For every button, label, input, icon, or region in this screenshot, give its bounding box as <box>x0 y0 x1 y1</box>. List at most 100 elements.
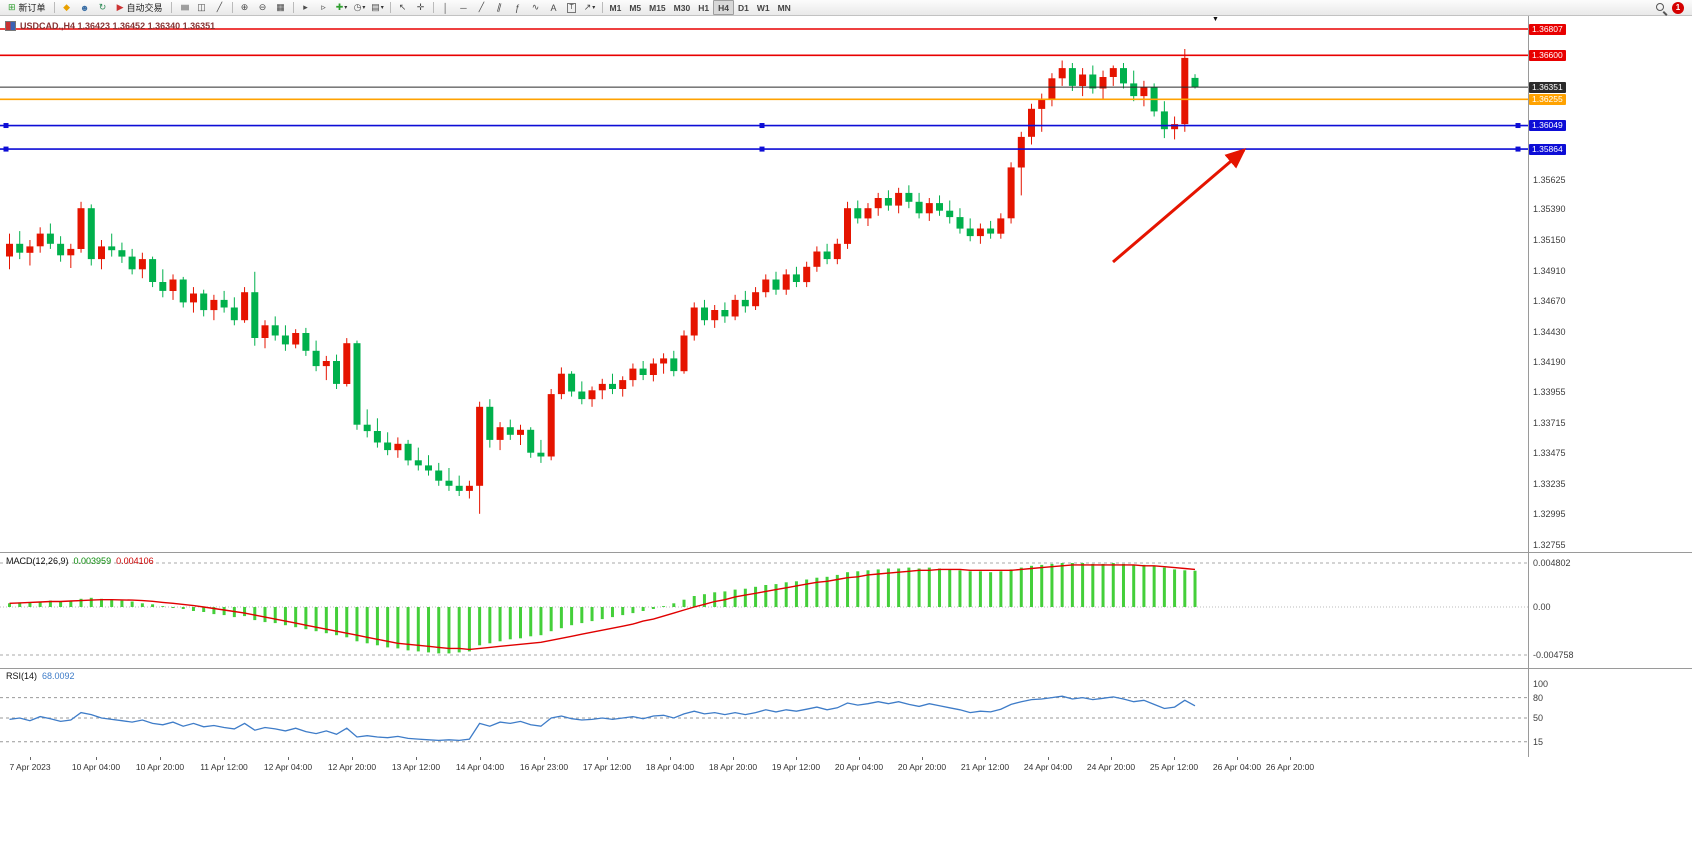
text-icon[interactable]: A <box>550 2 557 13</box>
auto-trading-button[interactable]: ▶ 自动交易 <box>112 1 168 15</box>
time-tick <box>1237 757 1238 760</box>
line-chart-icon[interactable]: ╱ <box>216 2 223 12</box>
price-axis-tick: 1.32755 <box>1533 540 1566 550</box>
bar-chart-icon[interactable]: ≣ <box>178 3 189 12</box>
new-order-button[interactable]: ⊞ 新订单 <box>3 1 51 15</box>
market-watch-icon[interactable]: ☻ <box>79 2 90 13</box>
time-tick <box>670 757 671 760</box>
price-tag-1.36049: 1.36049 <box>1529 120 1566 132</box>
time-axis-label: 21 Apr 12:00 <box>960 762 1010 772</box>
timeframe-h1[interactable]: H1 <box>698 2 710 13</box>
panel-separator[interactable] <box>0 552 1692 553</box>
time-tick <box>352 757 353 760</box>
timeframe-d1[interactable]: D1 <box>737 2 749 13</box>
chart-title-text: USDCAD.,H4 1.36423 1.36452 1.36340 1.363… <box>20 21 216 31</box>
price-axis-tick: 1.33475 <box>1533 448 1566 459</box>
crosshair-icon[interactable]: ✛ <box>416 2 425 12</box>
trendline-icon[interactable]: ╱ <box>478 2 485 12</box>
time-axis-label: 10 Apr 20:00 <box>135 762 185 772</box>
toolbar-separator <box>432 2 434 13</box>
timeframe-mn[interactable]: MN <box>777 2 791 13</box>
time-tick <box>796 757 797 760</box>
line-handle[interactable] <box>3 123 9 129</box>
time-tick <box>1048 757 1049 760</box>
time-tick <box>96 757 97 760</box>
price-axis-tick: 1.35150 <box>1533 235 1566 245</box>
zoom-in-icon[interactable]: ⊕ <box>240 2 249 12</box>
timeframe-m1[interactable]: M1 <box>609 2 622 13</box>
rsi-axis-tick: 100 <box>1533 679 1549 689</box>
time-axis-label: 13 Apr 12:00 <box>391 762 441 772</box>
price-axis-tick: 1.34670 <box>1533 296 1566 307</box>
time-axis-label: 12 Apr 04:00 <box>263 762 313 772</box>
new-order-button-label: 新订单 <box>18 3 46 13</box>
candlestick-chart-icon[interactable]: ◫ <box>197 2 206 12</box>
chart-shift-marker[interactable]: ▼ <box>1212 16 1219 23</box>
time-tick <box>733 757 734 760</box>
line-handle[interactable] <box>1515 146 1521 152</box>
new-order-icon: ⊞ <box>8 2 16 12</box>
time-axis-label: 20 Apr 20:00 <box>897 762 947 772</box>
toolbar-separator <box>170 2 172 13</box>
line-handle[interactable] <box>1515 123 1521 129</box>
indicators-icon[interactable]: ✚ ▾ <box>335 2 348 12</box>
trend-arrow-annotation[interactable] <box>1112 148 1247 264</box>
line-handle[interactable] <box>759 123 765 129</box>
toolbar-separator <box>292 2 294 13</box>
price-tag-1.36351: 1.36351 <box>1529 81 1566 93</box>
search-icon[interactable] <box>1654 1 1667 14</box>
time-tick <box>224 757 225 760</box>
horizontal-line-icon[interactable]: ─ <box>460 2 467 13</box>
macd-axis[interactable]: 0.004802 0.00 -0.004758 <box>1528 552 1692 668</box>
auto-trading-icon: ▶ <box>116 2 124 12</box>
alerts-icon[interactable]: ◆ <box>63 2 71 12</box>
price-axis[interactable]: 1.35625 1.35390 1.35150 1.34910 1.34670 1.344… <box>1528 16 1692 552</box>
price-axis-tick: 1.34190 <box>1533 357 1566 368</box>
time-tick <box>607 757 608 760</box>
time-axis-label: 26 Apr 20:00 <box>1265 762 1315 772</box>
time-axis[interactable]: 7 Apr 2023 10 Apr 04:00 10 Apr 20:00 11 Apr… <box>0 757 1692 777</box>
chart-window-icon <box>5 21 16 31</box>
notification-badge[interactable]: 1 <box>1672 1 1684 14</box>
line-handle[interactable] <box>3 146 9 152</box>
price-axis-tick: 1.33715 <box>1533 417 1566 428</box>
arrows-tool-icon[interactable]: ↗ ▾ <box>583 2 596 12</box>
timeframe-m30[interactable]: M30 <box>673 2 691 13</box>
price-chart[interactable] <box>0 16 1528 552</box>
fibonacci-icon[interactable]: ƒ <box>514 2 520 13</box>
timeframe-w1[interactable]: W1 <box>756 2 770 13</box>
rsi-panel[interactable] <box>0 668 1528 757</box>
zoom-out-icon[interactable]: ⊖ <box>258 2 267 12</box>
macd-axis-tick: 0.00 <box>1533 602 1551 612</box>
time-axis-label: 24 Apr 20:00 <box>1086 762 1136 772</box>
timeframe-m15[interactable]: M15 <box>649 2 666 13</box>
rsi-axis-tick: 50 <box>1533 713 1544 723</box>
price-axis-tick: 1.32995 <box>1533 509 1566 520</box>
time-tick <box>416 757 417 760</box>
auto-scroll-icon[interactable]: ▸ <box>303 2 308 12</box>
rsi-axis[interactable]: 100 80 50 15 <box>1528 668 1692 757</box>
panel-separator[interactable] <box>0 668 1692 669</box>
refresh-icon[interactable]: ↻ <box>98 2 107 12</box>
toolbar-separator <box>601 2 603 13</box>
channel-icon[interactable]: ∥ <box>496 1 504 13</box>
chart-shift-icon[interactable]: ▹ <box>321 2 326 12</box>
rsi-line <box>9 695 1196 742</box>
line-handle[interactable] <box>759 146 765 152</box>
text-label-icon[interactable]: T <box>567 2 576 13</box>
cursor-icon[interactable]: ↖ <box>398 2 407 12</box>
timeframe-m5[interactable]: M5 <box>629 2 642 13</box>
axis-border <box>1528 16 1529 757</box>
time-tick <box>160 757 161 760</box>
templates-icon[interactable]: ▤ ▾ <box>371 2 384 12</box>
macd-axis-tick: -0.004758 <box>1533 649 1574 660</box>
periods-icon[interactable]: ◷ ▾ <box>353 2 366 12</box>
time-tick <box>30 757 31 760</box>
tile-windows-icon[interactable]: ▦ <box>276 2 285 12</box>
shapes-icon[interactable]: ∿ <box>531 2 540 12</box>
vertical-line-icon[interactable]: │ <box>442 2 449 13</box>
timeframe-h4[interactable]: H4 <box>713 0 734 15</box>
macd-name: MACD(12,26,9) <box>6 556 69 566</box>
macd-panel[interactable] <box>0 552 1528 668</box>
macd-signal-value: 0.004106 <box>116 556 154 566</box>
